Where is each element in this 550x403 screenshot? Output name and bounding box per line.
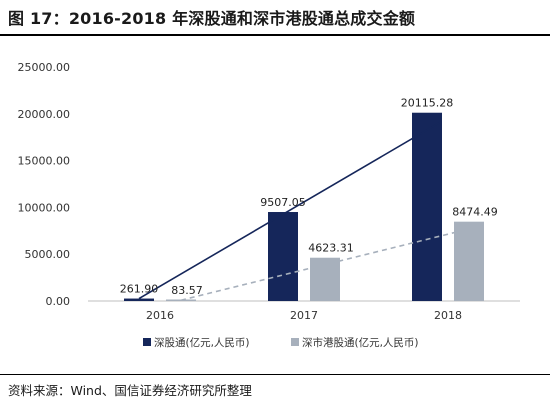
bar-chart: 0.00 5000.00 10000.00 15000.00 20000.00 25000… (18, 61, 520, 349)
bar-series-1 (124, 298, 154, 301)
x-tick-label: 2018 (434, 309, 462, 322)
figure-title: 图 17：2016-2018 年深股通和深市港股通总成交金额 (8, 9, 416, 28)
data-label-series-2: 83.57 (171, 284, 203, 297)
legend-swatch-2 (291, 338, 299, 346)
y-tick-label: 15000.00 (18, 155, 71, 168)
data-label-series-1: 261.90 (120, 283, 159, 296)
legend-label-1: 深股通(亿元,人民币) (154, 336, 250, 349)
legend-label-2: 深市港股通(亿元,人民币) (302, 336, 419, 349)
data-label-series-2: 4623.31 (308, 242, 354, 255)
figure-title-bar: 图 17：2016-2018 年深股通和深市港股通总成交金额 (0, 0, 550, 36)
bar-series-1 (412, 112, 442, 301)
data-label-series-2: 8474.49 (452, 206, 498, 219)
x-tick-label: 2017 (290, 309, 318, 322)
source-bar: 资料来源：Wind、国信证券经济研究所整理 (0, 374, 550, 403)
trend-line-series-1 (138, 121, 442, 300)
y-tick-label: 20000.00 (18, 108, 71, 121)
bar-series-1 (268, 212, 298, 301)
bar-series-2 (454, 221, 484, 301)
source-note: 资料来源：Wind、国信证券经济研究所整理 (8, 382, 252, 398)
chart-area: 0.00 5000.00 10000.00 15000.00 20000.00 25000… (0, 38, 550, 374)
y-tick-label: 5000.00 (25, 248, 71, 261)
x-tick-label: 2016 (146, 309, 174, 322)
trend-line-series-2 (180, 224, 484, 301)
data-label-series-1: 20115.28 (401, 97, 454, 110)
y-tick-label: 0.00 (46, 295, 71, 308)
data-label-series-1: 9507.05 (260, 196, 306, 209)
y-tick-label: 10000.00 (18, 201, 71, 214)
bar-series-2 (166, 299, 196, 301)
legend-swatch-1 (143, 338, 151, 346)
y-tick-label: 25000.00 (18, 61, 71, 74)
